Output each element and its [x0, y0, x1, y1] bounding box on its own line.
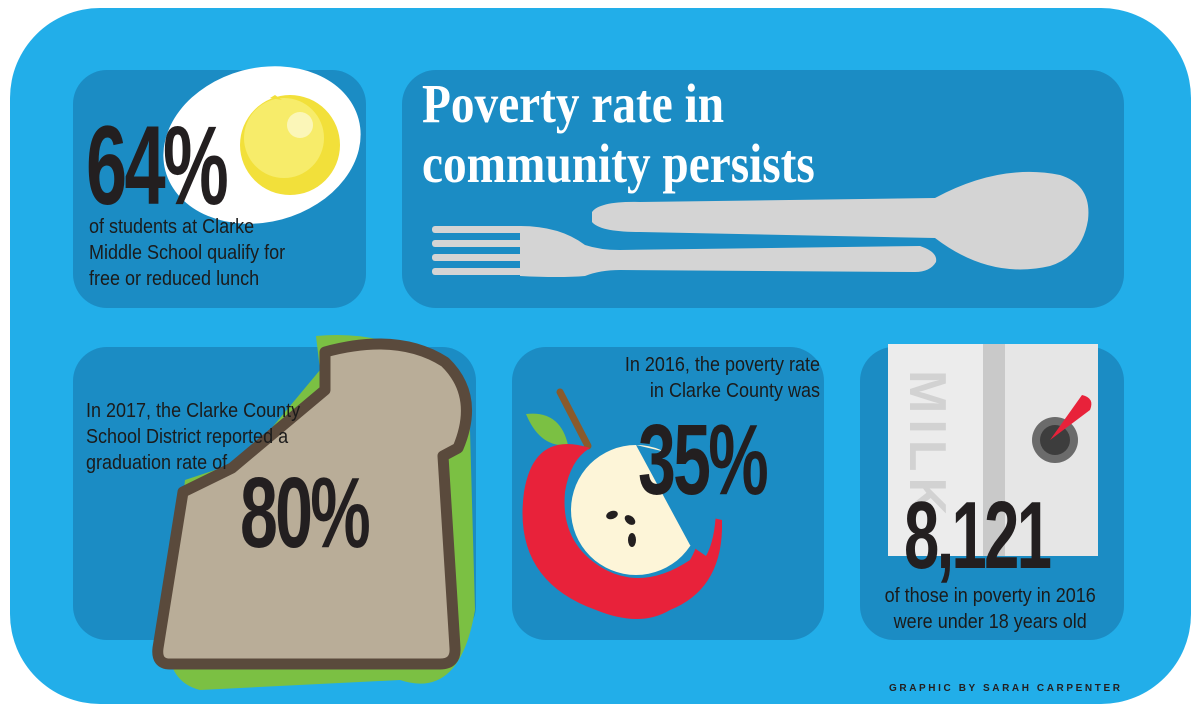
poverty-caption-line-2: in Clarke County was [649, 380, 820, 402]
poverty-caption: In 2016, the poverty rate in Clarke Coun… [613, 352, 820, 404]
graduation-percent: 80% [240, 457, 371, 569]
graphic-credit: GRAPHIC BY SARAH CARPENTER [889, 683, 1123, 694]
lunch-percent: 64% [86, 103, 229, 228]
lunch-caption-line-1: of students at Clarke [89, 216, 255, 238]
lunch-caption-line-3: free or reduced lunch [89, 268, 260, 290]
youth-count: 8,121 [904, 482, 1052, 589]
lunch-caption-line-2: Middle School qualify for [89, 242, 286, 264]
youth-caption-line-2: were under 18 years old [893, 611, 1087, 633]
spoon-icon [592, 171, 1089, 270]
poverty-caption-line-1: In 2016, the poverty rate [624, 354, 820, 376]
milk-carton-icon: MILK [888, 344, 1098, 556]
page-title: Poverty rate in community persists [422, 74, 815, 194]
graduation-caption-line-2: School District reported a [86, 426, 289, 448]
sandwich-icon [152, 335, 475, 690]
title-line-2: community persists [422, 133, 815, 194]
graduation-caption-line-1: In 2017, the Clarke County [86, 400, 301, 422]
graduation-caption: In 2017, the Clarke County School Distri… [86, 398, 300, 476]
youth-caption: of those in poverty in 2016 were under 1… [880, 583, 1101, 635]
poverty-percent: 35% [638, 404, 769, 516]
youth-caption-line-1: of those in poverty in 2016 [884, 585, 1096, 607]
egg-icon [163, 66, 361, 224]
lunch-caption: of students at Clarke Middle School qual… [89, 214, 285, 292]
fork-icon [432, 226, 937, 277]
carton-label: MILK [898, 370, 956, 521]
graduation-caption-line-3: graduation rate of [86, 452, 228, 474]
apple-icon [522, 388, 722, 619]
title-line-1: Poverty rate in [422, 73, 725, 134]
